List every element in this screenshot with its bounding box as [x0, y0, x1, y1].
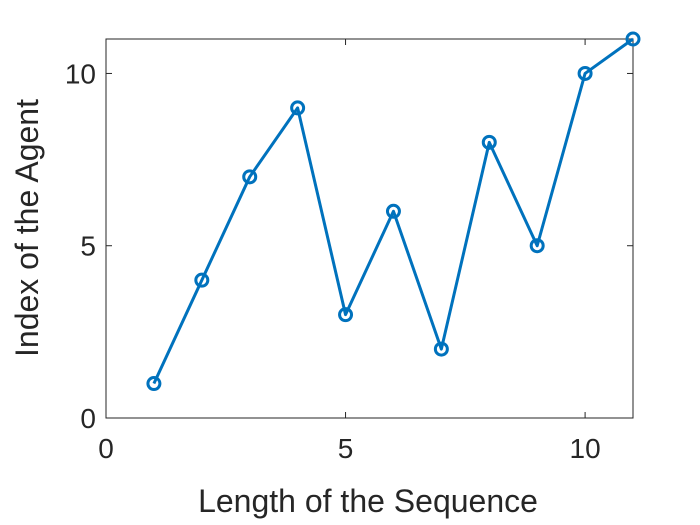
- data-marker: [194, 272, 210, 288]
- data-marker: [338, 307, 354, 323]
- data-marker: [385, 203, 401, 219]
- data-marker: [481, 134, 497, 150]
- data-marker: [529, 238, 545, 254]
- data-marker: [433, 341, 449, 357]
- x-axis-label: Length of the Sequence: [198, 483, 538, 519]
- data-marker: [577, 65, 593, 81]
- y-tick-label: 10: [65, 58, 96, 89]
- y-axis-label: Index of the Agent: [9, 99, 45, 357]
- data-marker: [290, 100, 306, 116]
- x-tick-label: 10: [570, 433, 601, 464]
- axes-box: [105, 38, 634, 419]
- x-tick-label: 0: [98, 433, 114, 464]
- y-tick-label: 0: [80, 403, 96, 434]
- data-marker: [146, 376, 162, 392]
- data-line: [152, 37, 634, 385]
- data-marker: [625, 31, 641, 47]
- data-marker: [242, 169, 258, 185]
- y-tick-label: 5: [80, 231, 96, 262]
- x-tick-label: 5: [338, 433, 354, 464]
